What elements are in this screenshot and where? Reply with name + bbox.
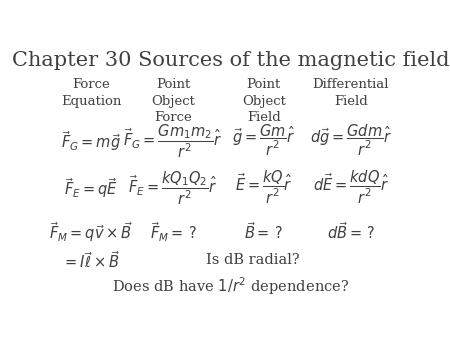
- Text: $d\vec{B} = \,?$: $d\vec{B} = \,?$: [327, 221, 375, 242]
- Text: $\vec{B} = \,?$: $\vec{B} = \,?$: [244, 221, 283, 242]
- Text: $\vec{F}_G = m\vec{g}$: $\vec{F}_G = m\vec{g}$: [61, 129, 121, 153]
- Text: $\vec{F}_M = q\vec{v}\times\vec{B}$: $\vec{F}_M = q\vec{v}\times\vec{B}$: [49, 220, 133, 244]
- Text: Is dB radial?: Is dB radial?: [207, 254, 300, 267]
- Text: $\vec{F}_E = \dfrac{kQ_1Q_2}{r^2}\hat{r}$: $\vec{F}_E = \dfrac{kQ_1Q_2}{r^2}\hat{r}…: [128, 169, 218, 207]
- Text: Differential
Field: Differential Field: [313, 78, 389, 108]
- Text: $= I\vec{\ell}\times\vec{B}$: $= I\vec{\ell}\times\vec{B}$: [62, 250, 120, 271]
- Text: $\vec{g} = \dfrac{Gm}{r^2}\hat{r}$: $\vec{g} = \dfrac{Gm}{r^2}\hat{r}$: [232, 123, 296, 159]
- Text: Does dB have $1/r^2$ dependence?: Does dB have $1/r^2$ dependence?: [112, 276, 349, 297]
- Text: $d\vec{E} = \dfrac{kdQ}{r^2}\hat{r}$: $d\vec{E} = \dfrac{kdQ}{r^2}\hat{r}$: [313, 169, 389, 206]
- Text: $\vec{F}_M = \,?$: $\vec{F}_M = \,?$: [150, 220, 197, 244]
- Text: $\vec{E} = \dfrac{kQ}{r^2}\hat{r}$: $\vec{E} = \dfrac{kQ}{r^2}\hat{r}$: [235, 169, 292, 206]
- Text: Force
Equation: Force Equation: [61, 78, 122, 108]
- Text: Point
Object
Force: Point Object Force: [151, 78, 195, 124]
- Text: Chapter 30 Sources of the magnetic field: Chapter 30 Sources of the magnetic field: [12, 51, 450, 70]
- Text: $\vec{F}_E = q\vec{E}$: $\vec{F}_E = q\vec{E}$: [64, 176, 118, 199]
- Text: $\vec{F}_G = \dfrac{Gm_1m_2}{r^2}\hat{r}$: $\vec{F}_G = \dfrac{Gm_1m_2}{r^2}\hat{r}…: [123, 122, 223, 160]
- Text: $d\vec{g} = \dfrac{Gdm}{r^2}\hat{r}$: $d\vec{g} = \dfrac{Gdm}{r^2}\hat{r}$: [310, 123, 392, 159]
- Text: Point
Object
Field: Point Object Field: [242, 78, 286, 124]
